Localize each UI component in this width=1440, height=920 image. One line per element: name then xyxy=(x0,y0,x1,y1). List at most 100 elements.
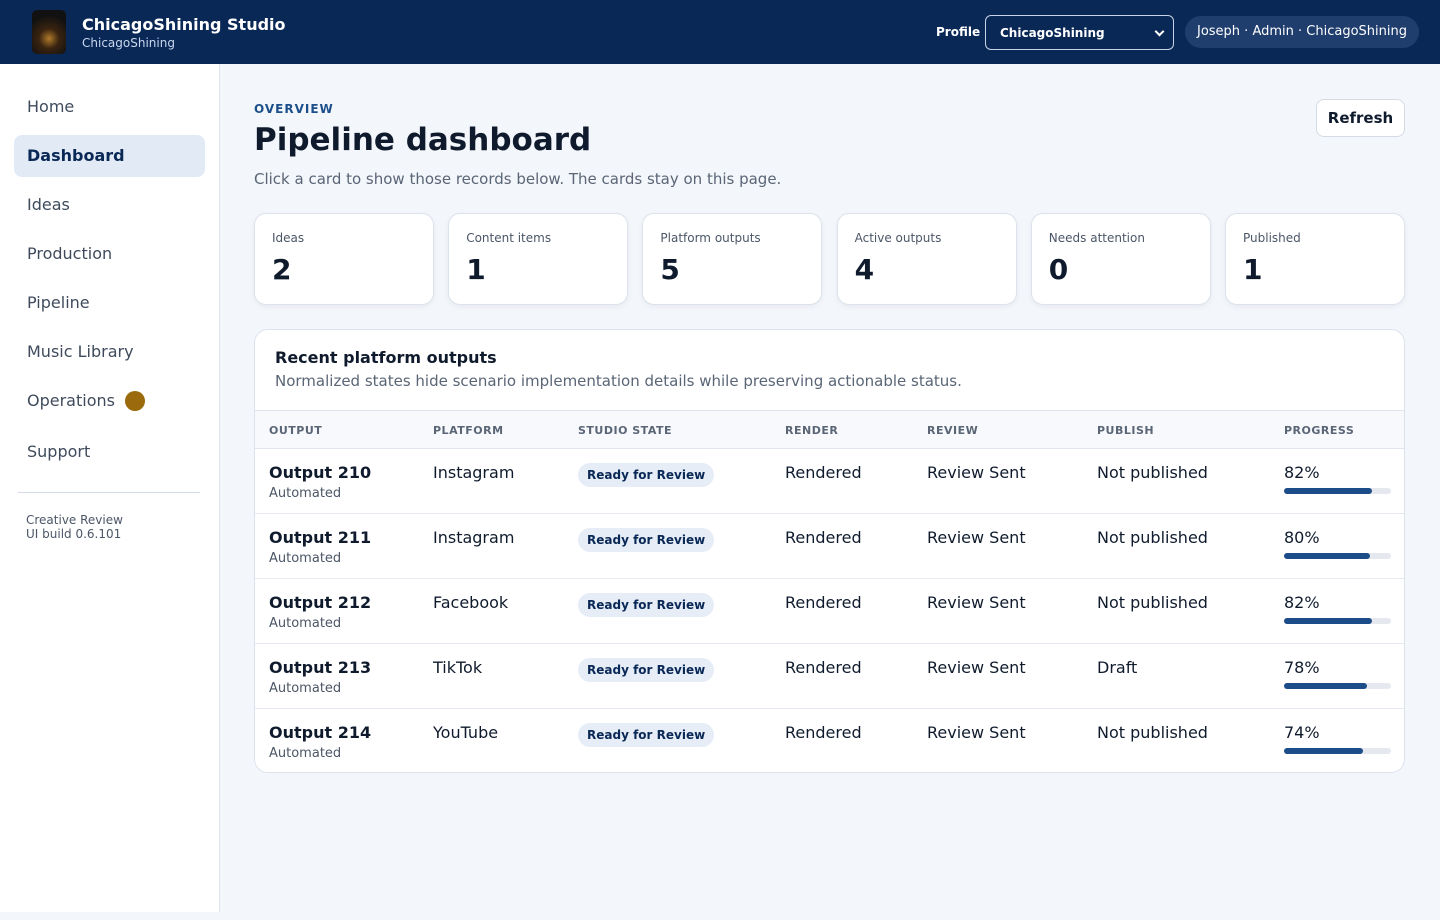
progress-label: 80% xyxy=(1284,528,1320,547)
progress-label: 82% xyxy=(1284,593,1320,612)
stat-value: 4 xyxy=(854,253,875,286)
review-status: Review Sent xyxy=(927,528,1026,547)
output-name: Output 212 xyxy=(269,593,372,612)
panel-description: Normalized states hide scenario implemen… xyxy=(275,372,962,390)
progress-track xyxy=(1284,618,1391,624)
output-name: Output 211 xyxy=(269,528,372,547)
platform: TikTok xyxy=(433,658,483,677)
review-status: Review Sent xyxy=(927,593,1026,612)
user-badge[interactable]: Joseph · Admin · ChicagoShining xyxy=(1185,16,1419,48)
stat-value: 1 xyxy=(1243,253,1263,286)
state-badge: Ready for Review xyxy=(578,463,715,487)
progress-label: 74% xyxy=(1284,723,1320,742)
output-source: Automated xyxy=(269,486,342,501)
nav-item[interactable]: Home xyxy=(14,86,205,128)
platform: Instagram xyxy=(433,463,515,482)
column-header: STUDIO STATE xyxy=(578,424,673,437)
nav-item[interactable]: Operations xyxy=(14,380,205,422)
nav-item[interactable]: Support xyxy=(14,431,205,473)
progress-bar xyxy=(1284,488,1372,494)
stat-card[interactable]: Platform outputs 5 xyxy=(642,213,823,305)
outputs-panel: Recent platform outputs Normalized state… xyxy=(254,329,1405,773)
publish-status: Not published xyxy=(1097,528,1208,547)
footer-text: Creative Review xyxy=(26,513,123,527)
table-row[interactable]: Output 214 Automated YouTube Ready for Revi… xyxy=(255,709,1404,772)
platform: Facebook xyxy=(433,593,509,612)
render-status: Rendered xyxy=(785,528,862,547)
nav-item[interactable]: Dashboard xyxy=(14,135,205,177)
nav-label: Operations xyxy=(27,391,115,410)
column-header: PROGRESS xyxy=(1284,424,1355,437)
state-badge: Ready for Review xyxy=(578,528,715,552)
output-name: Output 213 xyxy=(269,658,372,677)
table-row[interactable]: Output 210 Automated Instagram Ready for Re… xyxy=(255,449,1404,514)
publish-status: Not published xyxy=(1097,593,1208,612)
progress-bar xyxy=(1284,618,1372,624)
state-badge: Ready for Review xyxy=(578,658,715,682)
progress-bar xyxy=(1284,748,1364,754)
column-header: REVIEW xyxy=(927,424,979,437)
nav-label: Pipeline xyxy=(27,293,90,312)
stat-value: 2 xyxy=(272,253,292,286)
nav-item[interactable]: Pipeline xyxy=(14,282,205,324)
state-badge: Ready for Review xyxy=(578,593,715,617)
stat-label: Ideas xyxy=(272,231,305,245)
nav-label: Dashboard xyxy=(27,146,125,165)
footer-text: UI build 0.6.101 xyxy=(26,527,122,541)
output-source: Automated xyxy=(269,551,342,566)
nav-item[interactable]: Ideas xyxy=(14,184,205,226)
page-description: Click a card to show those records below… xyxy=(254,170,782,188)
table-row[interactable]: Output 213 Automated TikTok Ready for Revie… xyxy=(255,644,1404,709)
render-status: Rendered xyxy=(785,723,862,742)
top-bar: ChicagoShining Studio ChicagoShining Pro… xyxy=(0,0,1440,64)
progress-track xyxy=(1284,748,1391,754)
nav-label: Music Library xyxy=(27,342,134,361)
stat-card[interactable]: Content items 1 xyxy=(448,213,629,305)
sidebar: Home Dashboard Ideas Production Pipeline Musi… xyxy=(0,64,220,912)
stat-label: Published xyxy=(1243,231,1301,245)
table-row[interactable]: Output 212 Automated Facebook Ready for Rev… xyxy=(255,579,1404,644)
render-status: Rendered xyxy=(785,593,862,612)
nav-item[interactable]: Production xyxy=(14,233,205,275)
panel-title: Recent platform outputs xyxy=(275,348,497,367)
table-row[interactable]: Output 211 Automated Instagram Ready for Re… xyxy=(255,514,1404,579)
nav-label: Support xyxy=(27,442,91,461)
nav-label: Home xyxy=(27,97,75,116)
progress-track xyxy=(1284,683,1391,689)
app-subtitle: ChicagoShining xyxy=(82,36,175,50)
platform: Instagram xyxy=(433,528,515,547)
stat-value: 1 xyxy=(466,253,486,286)
output-source: Automated xyxy=(269,681,342,696)
nav-item[interactable]: Music Library xyxy=(14,331,205,373)
render-status: Rendered xyxy=(785,658,862,677)
profile-label: Profile xyxy=(936,25,981,39)
output-source: Automated xyxy=(269,616,342,631)
stat-card[interactable]: Ideas 2 xyxy=(254,213,434,305)
refresh-button[interactable]: Refresh xyxy=(1316,99,1405,137)
progress-label: 78% xyxy=(1284,658,1320,677)
stat-value: 5 xyxy=(660,253,680,286)
stat-card[interactable]: Published 1 xyxy=(1225,213,1405,305)
page-title: Pipeline dashboard xyxy=(254,122,592,158)
app-title: ChicagoShining Studio xyxy=(82,15,286,34)
stat-card[interactable]: Needs attention 0 xyxy=(1030,213,1211,305)
stat-card[interactable]: Active outputs 4 xyxy=(836,213,1017,305)
publish-status: Draft xyxy=(1097,658,1138,677)
stat-label: Active outputs xyxy=(854,231,942,245)
review-status: Review Sent xyxy=(927,658,1026,677)
divider xyxy=(18,492,200,493)
stat-label: Content items xyxy=(466,231,552,245)
state-badge: Ready for Review xyxy=(578,723,715,747)
progress-track xyxy=(1284,488,1391,494)
progress-bar xyxy=(1284,683,1368,689)
nav-label: Ideas xyxy=(27,195,70,214)
progress-track xyxy=(1284,553,1391,559)
logo xyxy=(32,10,66,54)
platform: YouTube xyxy=(433,723,499,742)
column-header: RENDER xyxy=(785,424,839,437)
stat-label: Platform outputs xyxy=(660,231,761,245)
profile-select[interactable]: ChicagoShining xyxy=(985,15,1174,50)
publish-status: Not published xyxy=(1097,723,1208,742)
